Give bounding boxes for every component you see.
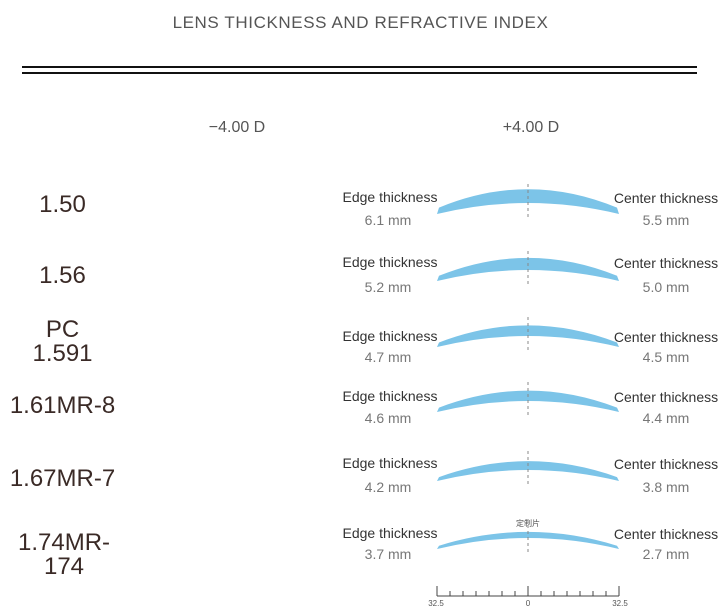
index-label: 1.50 [39,191,86,218]
edge-thickness-value: 3.7 mm [364,546,412,562]
edge-thickness-value: 4.6 mm [364,410,412,426]
lens-shape [437,461,619,481]
center-thickness-label: Center thickness [613,389,719,405]
edge-thickness-label: Edge thickness [342,189,438,205]
index-label-line: PC [45,316,80,343]
edge-thickness-value: 4.7 mm [364,349,412,365]
center-thickness-value: 2.7 mm [642,546,690,562]
index-label: 1.61MR-8 [9,392,116,419]
edge-thickness-value: 6.1 mm [364,212,412,228]
lens-shape [437,189,619,214]
lens-shape [437,325,619,347]
center-thickness-value: 4.5 mm [642,349,690,365]
center-thickness-label: Center thickness [613,456,719,472]
edge-thickness-label: Edge thickness [342,328,438,344]
top-rule [22,66,697,68]
edge-thickness-value: 4.2 mm [364,479,412,495]
ruler-left-label: 32.5 [428,599,444,608]
center-thickness-label: Center thickness [613,329,719,345]
center-thickness-value: 5.5 mm [642,212,690,228]
center-thickness-label: Center thickness [613,255,719,271]
minus-power-header: −4.00 D [208,119,266,136]
index-label: 1.74MR-174 [17,529,111,580]
index-label: 1.67MR-7 [9,465,116,492]
edge-thickness-label: Edge thickness [342,525,438,541]
ruler-right-label: 32.5 [612,599,628,608]
plus-power-header: +4.00 D [502,119,560,136]
ruler-center-label: 0 [525,599,531,608]
index-label: 1.56 [39,262,86,289]
index-label: PC 1.591 [0,318,125,366]
bottom-rule [22,72,697,74]
center-thickness-label: Center thickness [613,526,719,542]
center-thickness-value: 5.0 mm [642,279,690,295]
page-title: LENS THICKNESS AND REFRACTIVE INDEX [172,13,549,32]
edge-thickness-label: Edge thickness [342,455,438,471]
edge-thickness-label: Edge thickness [342,254,438,270]
ruler [436,586,620,597]
custom-lens-note: 定制片 [516,519,540,528]
center-thickness-value: 4.4 mm [642,410,690,426]
edge-thickness-value: 5.2 mm [364,279,412,295]
index-label-line: 1.591 [32,340,93,367]
center-thickness-value: 3.8 mm [642,479,690,495]
edge-thickness-label: Edge thickness [342,388,438,404]
lens-shape [437,390,619,412]
lens-shape [437,531,619,549]
center-thickness-label: Center thickness [613,190,719,206]
